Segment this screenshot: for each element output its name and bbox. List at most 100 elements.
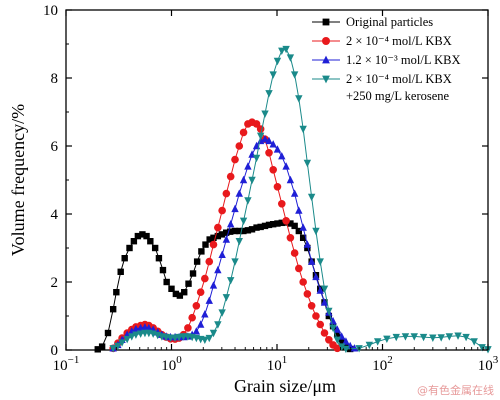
data-point — [269, 166, 277, 174]
data-point — [113, 289, 120, 296]
legend-label: 2 × 10⁻⁴ mol/L KBX — [346, 34, 452, 48]
data-point — [209, 240, 218, 249]
data-point — [307, 302, 316, 310]
data-point — [273, 145, 282, 153]
data-point — [303, 290, 312, 298]
plot-area — [65, 9, 489, 351]
data-point — [350, 344, 359, 352]
data-point — [304, 244, 311, 252]
data-point — [218, 309, 226, 317]
data-point — [139, 231, 146, 238]
data-point — [236, 227, 243, 235]
legend-label: Original particles — [346, 15, 433, 29]
data-point — [151, 244, 159, 252]
data-point — [334, 331, 341, 338]
data-point — [239, 128, 248, 137]
data-point — [114, 342, 122, 351]
data-point — [265, 221, 273, 229]
data-point — [109, 306, 117, 313]
y-tick-label: 2 — [51, 275, 59, 291]
data-point — [295, 227, 303, 235]
data-point — [333, 344, 342, 353]
data-point — [316, 286, 324, 294]
data-point — [470, 338, 478, 346]
legend: Original particles 2 × 10⁻⁴ mol/L KBX 1.2 … — [312, 15, 461, 103]
data-point — [244, 162, 252, 170]
data-point — [320, 285, 329, 293]
data-point — [132, 331, 140, 339]
data-point — [437, 334, 445, 342]
data-point — [235, 238, 243, 246]
data-point — [192, 327, 201, 335]
data-point — [269, 71, 277, 79]
data-point — [218, 231, 226, 238]
data-point — [117, 268, 124, 275]
data-point — [333, 325, 342, 333]
data-point — [265, 90, 273, 98]
data-point — [231, 204, 239, 213]
x-tick-label: 100 — [161, 354, 182, 374]
data-point — [226, 277, 235, 285]
data-point — [256, 125, 265, 133]
data-point — [198, 248, 205, 255]
data-point — [265, 136, 273, 145]
axes: 0 2 4 6 8 10 10−1 100 101 102 103 Grain size/μm Volu… — [8, 3, 499, 396]
data-point — [188, 313, 196, 322]
data-point — [278, 152, 286, 160]
data-point — [181, 289, 188, 296]
data-point — [222, 189, 231, 198]
data-point — [286, 175, 295, 184]
data-point — [295, 264, 303, 273]
legend-marker — [322, 55, 330, 64]
data-point — [282, 217, 290, 225]
data-point — [312, 227, 320, 236]
x-axis-title: Grain size/μm — [234, 376, 336, 396]
data-point — [257, 223, 264, 231]
data-point — [252, 120, 261, 128]
data-point — [121, 255, 128, 262]
data-point — [196, 320, 205, 328]
data-point — [410, 333, 418, 341]
data-point — [235, 142, 244, 150]
data-point — [226, 228, 234, 235]
series-group — [94, 45, 492, 354]
data-point — [392, 333, 400, 342]
x-tick-label: 101 — [267, 354, 288, 374]
data-point — [265, 149, 273, 157]
data-point — [147, 238, 154, 245]
data-point — [312, 312, 320, 320]
data-point — [136, 330, 145, 338]
data-point — [168, 285, 175, 292]
data-point — [282, 162, 290, 170]
y-tick-label: 6 — [51, 139, 59, 155]
legend-item-3: 1.2 × 10⁻³ mol/L KBX — [312, 53, 461, 67]
data-point — [325, 307, 333, 316]
data-point — [329, 324, 337, 333]
data-point — [240, 227, 247, 235]
data-point — [163, 278, 170, 286]
data-point — [290, 189, 299, 197]
data-point — [185, 280, 192, 287]
data-point — [209, 281, 218, 289]
watermark: @有色金属在线 — [417, 384, 494, 397]
data-point — [155, 255, 163, 262]
data-point — [373, 338, 382, 346]
data-point — [223, 229, 230, 236]
data-point — [290, 249, 299, 257]
data-point — [419, 333, 428, 342]
data-point — [256, 132, 265, 140]
data-point — [445, 333, 454, 341]
data-point — [239, 175, 248, 184]
data-point — [104, 329, 112, 337]
data-point — [365, 341, 374, 350]
data-point — [273, 183, 282, 191]
data-point — [206, 236, 213, 243]
data-point — [214, 232, 222, 240]
data-point — [128, 333, 136, 341]
legend-item-2: 2 × 10⁻⁴ mol/L KBX — [312, 34, 452, 48]
data-point — [342, 337, 350, 345]
data-point — [193, 258, 201, 265]
data-point — [222, 235, 231, 243]
data-point — [159, 266, 167, 274]
